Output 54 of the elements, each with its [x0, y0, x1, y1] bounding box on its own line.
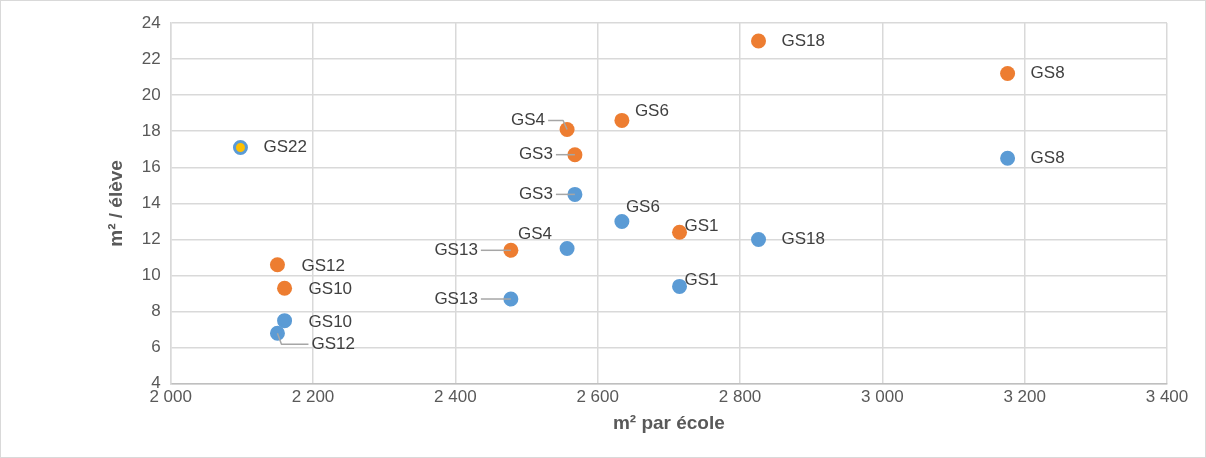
- annotation: GS13: [434, 288, 478, 308]
- x-axis-title: m² par école: [612, 411, 725, 433]
- x-tick-label: 2 800: [718, 386, 762, 406]
- annotation: GS18: [781, 30, 826, 50]
- y-tick-label: 14: [141, 193, 161, 213]
- point: [751, 33, 767, 49]
- annotation: GS8: [1030, 147, 1065, 167]
- point: [503, 242, 519, 258]
- annotation: GS1: [684, 270, 719, 290]
- annotation: GS12: [311, 333, 355, 353]
- point: [751, 231, 767, 247]
- point: [559, 241, 575, 256]
- y-tick-label: 20: [141, 84, 161, 104]
- y-tick-label: 8: [151, 301, 161, 321]
- x-tick-label: 3 000: [861, 386, 904, 406]
- annotation: GS4: [518, 224, 553, 244]
- annotation: GS4: [511, 110, 546, 130]
- annotation: GS13: [434, 239, 478, 259]
- x-tick-label: 3 200: [1003, 386, 1046, 406]
- annotation: GS6: [634, 101, 669, 121]
- point: [232, 139, 248, 155]
- point: [269, 325, 285, 341]
- y-tick-label: 22: [141, 48, 161, 68]
- point: [1000, 66, 1016, 82]
- y-tick-label: 10: [141, 265, 161, 285]
- annotation: GS10: [308, 312, 353, 332]
- point: [614, 213, 630, 229]
- y-axis-title: m² / élève: [104, 160, 126, 247]
- annotation: GS3: [518, 184, 553, 204]
- annotation: GS12: [301, 256, 345, 276]
- x-tick-label: 3 400: [1145, 386, 1189, 406]
- x-tick-label: 2 600: [576, 386, 619, 406]
- y-tick-label: 16: [141, 157, 161, 177]
- annotation: GS22: [263, 137, 307, 157]
- annotation: GS18: [781, 229, 826, 249]
- y-tick-label: 12: [141, 229, 161, 249]
- point: [277, 280, 293, 296]
- point: [559, 121, 575, 137]
- x-tick-label: 2 400: [434, 386, 477, 406]
- point: [1000, 150, 1016, 166]
- annotation: GS6: [625, 197, 660, 217]
- annotation: GS1: [684, 215, 719, 235]
- point: [614, 112, 630, 128]
- point: [269, 257, 285, 273]
- annotation: GS3: [518, 144, 553, 164]
- point: [567, 147, 583, 163]
- y-tick-label: 6: [151, 337, 161, 357]
- annotation: GS8: [1030, 63, 1065, 83]
- x-tick-label: 2 200: [291, 386, 335, 406]
- annotation: GS10: [308, 278, 353, 298]
- y-tick-label: 18: [141, 120, 161, 140]
- point: [567, 186, 583, 202]
- y-tick-label: 24: [141, 12, 161, 32]
- point: [277, 313, 293, 329]
